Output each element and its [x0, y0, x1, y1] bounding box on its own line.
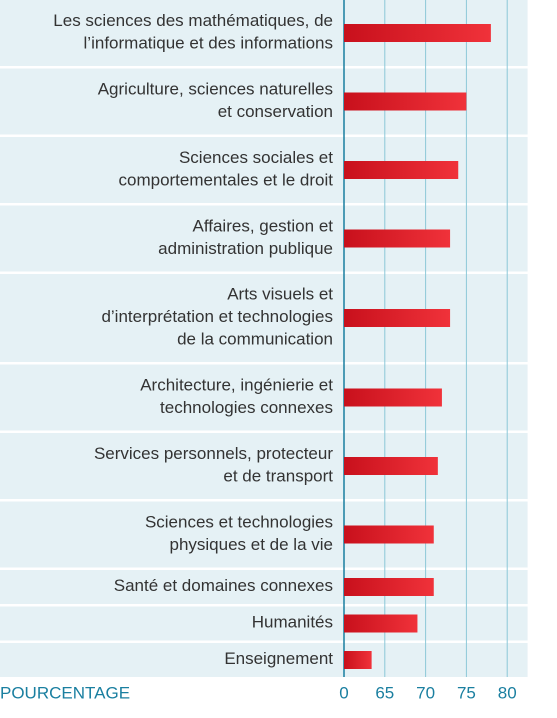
- category-label: Agriculture, sciences naturelles et conse…: [98, 80, 333, 122]
- bar: [344, 229, 451, 248]
- bar: [344, 614, 418, 633]
- category-line: Humanités: [252, 613, 333, 632]
- category-line: Sciences sociales et: [179, 148, 333, 167]
- category-label: Sciences sociales et comportementales et …: [119, 148, 334, 190]
- category-label: Sciences et technologies physiques et de …: [145, 513, 333, 555]
- category-line: l’informatique et des informations: [84, 34, 333, 53]
- category-line: Agriculture, sciences naturelles: [98, 80, 333, 99]
- bar: [344, 24, 491, 42]
- bar: [344, 651, 372, 669]
- category-line: comportementales et le droit: [119, 171, 334, 190]
- x-axis-label: POURCENTAGE: [0, 683, 130, 702]
- row-band: [0, 643, 528, 677]
- category-line: Arts visuels et: [227, 285, 333, 304]
- category-label: Les sciences des mathématiques, de l’info…: [53, 11, 333, 53]
- bar: [344, 161, 459, 179]
- category-line: Les sciences des mathématiques, de: [53, 11, 333, 30]
- bar: [344, 92, 467, 111]
- category-line: Santé et domaines connexes: [114, 576, 333, 595]
- category-label: Affaires, gestion et administration publi…: [158, 217, 333, 259]
- category-line: Services personnels, protecteur: [94, 444, 333, 463]
- x-tick-label: 0: [339, 683, 348, 702]
- category-line: de la communication: [177, 330, 333, 349]
- bar: [344, 525, 434, 544]
- x-tick-label: 75: [457, 683, 476, 702]
- bar: [344, 309, 451, 327]
- category-line: Enseignement: [224, 649, 333, 668]
- bar: [344, 457, 438, 475]
- category-line: et de transport: [223, 467, 333, 486]
- row-band: [0, 433, 528, 499]
- category-line: Architecture, ingénierie et: [140, 376, 333, 395]
- category-line: physiques et de la vie: [170, 535, 334, 554]
- x-tick-label: 65: [375, 683, 394, 702]
- category-label: Santé et domaines connexes: [114, 576, 333, 595]
- category-label: Architecture, ingénierie et technologies …: [140, 376, 333, 418]
- category-line: Affaires, gestion et: [193, 217, 334, 236]
- x-tick-label: 70: [416, 683, 435, 702]
- category-label: Enseignement: [224, 649, 333, 668]
- x-tick-label: 80: [498, 683, 517, 702]
- bar: [344, 578, 434, 596]
- category-label: Arts visuels et d’interprétation et techn…: [101, 285, 333, 349]
- category-line: technologies connexes: [160, 398, 333, 417]
- row-band: [0, 501, 528, 568]
- category-line: administration publique: [158, 239, 333, 258]
- category-label: Services personnels, protecteur et de tra…: [94, 444, 333, 486]
- row-band: [0, 606, 528, 641]
- category-label: Humanités: [252, 613, 333, 632]
- category-line: et conservation: [218, 102, 333, 121]
- bar: [344, 388, 442, 407]
- category-line: Sciences et technologies: [145, 513, 333, 532]
- category-line: d’interprétation et technologies: [101, 307, 333, 326]
- row-band: [0, 570, 528, 604]
